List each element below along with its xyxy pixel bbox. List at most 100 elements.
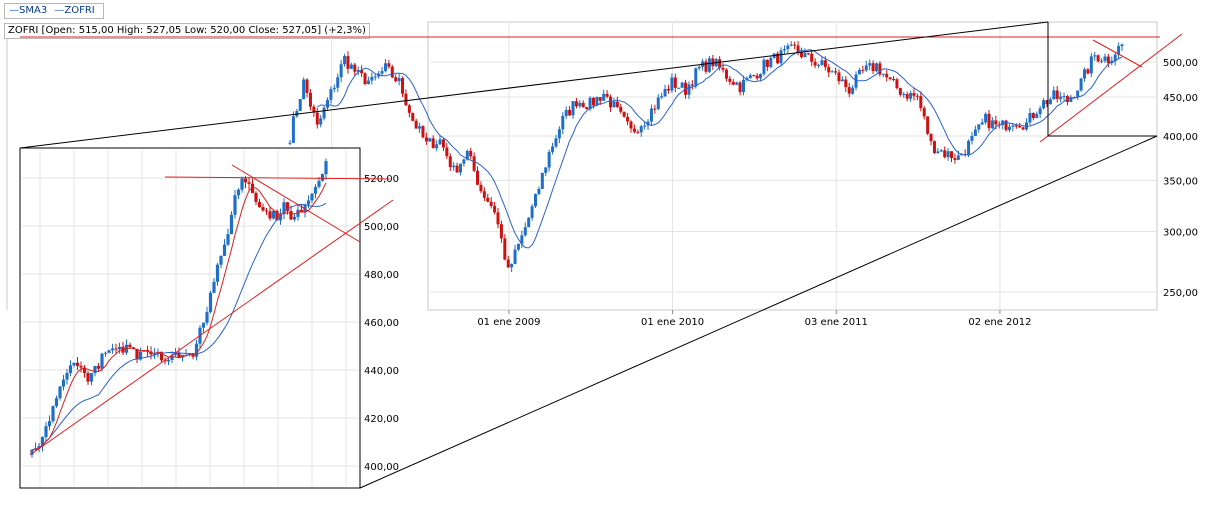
inset-sma-lines bbox=[31, 182, 327, 451]
inset-candle-body bbox=[226, 234, 230, 245]
candle-body bbox=[643, 125, 647, 127]
inset-candle-body bbox=[89, 373, 94, 382]
candle-body bbox=[366, 80, 370, 85]
inset-candle-body bbox=[30, 449, 34, 455]
y-tick-label: 250,00 bbox=[1163, 288, 1198, 299]
candle-body bbox=[626, 116, 630, 122]
inset-candle-body bbox=[229, 214, 234, 235]
candle-body bbox=[895, 79, 899, 89]
candle-body bbox=[731, 81, 735, 85]
candle-body bbox=[343, 56, 347, 65]
inset-candle-body bbox=[51, 406, 55, 422]
candle-body bbox=[888, 77, 892, 79]
inset-candle-body bbox=[163, 360, 167, 362]
candle-body bbox=[336, 77, 340, 88]
inset-candle-body bbox=[103, 352, 108, 354]
candle-body bbox=[1042, 100, 1046, 109]
inset-candle-body bbox=[289, 211, 293, 220]
candle-body bbox=[987, 113, 991, 129]
candle-body bbox=[404, 93, 408, 106]
candle-body bbox=[390, 66, 394, 78]
inset-y-tick-label: 400,00 bbox=[364, 462, 399, 473]
candle-body bbox=[796, 45, 800, 53]
inset-candle-body bbox=[240, 178, 244, 190]
candle-body bbox=[1004, 120, 1008, 131]
x-tick-label: 01 ene 2010 bbox=[641, 317, 704, 328]
sma3-line bbox=[317, 49, 1123, 249]
candle-body bbox=[861, 69, 865, 71]
candle-body bbox=[1011, 125, 1015, 127]
inset-candle-body bbox=[72, 362, 76, 366]
candle-body bbox=[383, 63, 387, 72]
legend: —SMA3 —ZOFRI bbox=[4, 3, 104, 19]
candle-body bbox=[506, 259, 510, 268]
candle-body bbox=[967, 140, 971, 155]
legend-item-zofri[interactable]: —ZOFRI bbox=[54, 5, 95, 16]
candle-body bbox=[694, 68, 698, 86]
inset-candle-body bbox=[114, 348, 118, 350]
candle-body bbox=[782, 49, 786, 51]
inset-candle-body bbox=[299, 209, 304, 213]
uptrend-line[interactable] bbox=[1039, 33, 1183, 143]
inset-candle-body bbox=[40, 436, 45, 447]
inset-candle-body bbox=[75, 362, 80, 366]
inset-y-tick-label: 480,00 bbox=[364, 270, 399, 281]
candle-body bbox=[864, 65, 868, 71]
candle-body bbox=[1106, 56, 1110, 64]
candle-body bbox=[414, 120, 418, 129]
candle-body bbox=[1048, 99, 1052, 105]
candle-body bbox=[728, 78, 732, 82]
y-tick-label: 450,00 bbox=[1163, 93, 1198, 104]
downtrend-line[interactable] bbox=[1092, 39, 1143, 68]
inset-y-tick-label: 420,00 bbox=[364, 414, 399, 425]
candle-body bbox=[902, 94, 906, 96]
inset-candle-body bbox=[271, 210, 276, 219]
inset-resistance-line[interactable] bbox=[164, 176, 391, 180]
candle-body bbox=[605, 93, 609, 97]
candle-body bbox=[639, 126, 643, 133]
inset-candle-body bbox=[268, 211, 272, 219]
candle-body bbox=[813, 61, 817, 66]
candle-body bbox=[1103, 56, 1107, 61]
inset-candle-body bbox=[145, 350, 150, 352]
candle-body bbox=[1018, 126, 1022, 128]
candle-body bbox=[349, 64, 353, 69]
inset-sma-slow bbox=[31, 202, 327, 451]
candle-body bbox=[1045, 100, 1049, 105]
candle-body bbox=[799, 52, 803, 58]
candle-body bbox=[568, 109, 572, 116]
candle-body bbox=[946, 151, 950, 158]
inset-uptrend-line[interactable] bbox=[29, 199, 394, 456]
inset-downtrend-line[interactable] bbox=[231, 164, 361, 243]
inset-candle-body bbox=[201, 322, 206, 328]
legend-item-sma3[interactable]: —SMA3 bbox=[9, 5, 48, 16]
candle-body bbox=[530, 206, 534, 218]
inset-candle-body bbox=[317, 180, 321, 187]
candle-body bbox=[527, 217, 531, 228]
inset-candle-body bbox=[47, 421, 52, 427]
candle-body bbox=[1052, 90, 1056, 100]
candle-body bbox=[588, 97, 592, 110]
candle-body bbox=[499, 224, 503, 239]
candle-body bbox=[803, 53, 807, 58]
candle-body bbox=[595, 97, 599, 106]
candle-body bbox=[724, 69, 728, 79]
candle-body bbox=[489, 201, 493, 206]
candle-body bbox=[418, 126, 422, 129]
candle-body bbox=[561, 115, 565, 130]
candle-body bbox=[609, 96, 613, 108]
candle-body bbox=[1038, 108, 1042, 115]
candle-body bbox=[1113, 54, 1117, 61]
candle-body bbox=[373, 76, 377, 78]
inset-candle-body bbox=[208, 292, 213, 313]
inset-candle-body bbox=[296, 209, 300, 217]
inset-candle-body bbox=[313, 186, 318, 194]
candle-body bbox=[346, 56, 350, 69]
inset-candle-body bbox=[68, 365, 73, 373]
candle-body bbox=[653, 108, 657, 110]
candle-body bbox=[493, 205, 497, 213]
candle-body bbox=[973, 129, 977, 136]
inset-candle-body bbox=[285, 202, 290, 212]
candle-body bbox=[1093, 55, 1097, 57]
